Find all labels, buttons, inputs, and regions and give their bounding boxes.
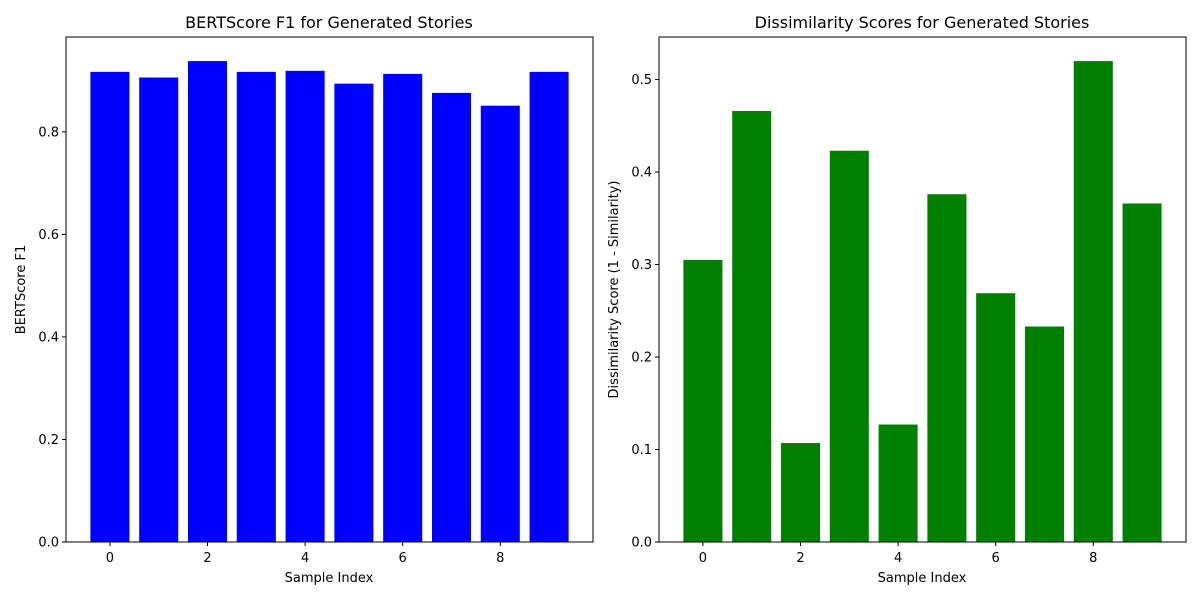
bar-1	[732, 110, 772, 543]
bar-9	[529, 71, 569, 543]
bars-group	[90, 61, 569, 543]
bar-5	[927, 194, 967, 543]
bar-6	[383, 73, 423, 542]
bar-8	[480, 105, 520, 542]
bar-5	[334, 83, 374, 543]
x-tick-label: 6	[399, 551, 407, 566]
bar-2	[780, 443, 821, 542]
y-tick-label: 0.0	[38, 536, 59, 551]
x-tick-label: 2	[203, 551, 211, 566]
x-tick-label: 4	[301, 551, 309, 566]
chart-title: Dissimilarity Scores for Generated Stori…	[755, 13, 1090, 32]
y-tick-label: 0.4	[631, 166, 652, 181]
y-ticks: 0.0 0.1 0.2 0.3 0.4 0.5	[631, 73, 659, 551]
y-tick-label: 0.2	[631, 351, 652, 366]
bar-2	[187, 61, 228, 542]
bar-7	[1024, 326, 1065, 542]
bar-8	[1073, 61, 1113, 543]
bar-6	[976, 293, 1016, 542]
x-axis-label: Sample Index	[285, 571, 374, 586]
y-tick-label: 0.6	[38, 228, 59, 243]
bar-3	[829, 150, 869, 542]
y-tick-label: 0.0	[631, 536, 652, 551]
y-axis-label: BERTScore F1	[14, 245, 29, 334]
y-tick-label: 0.2	[38, 433, 59, 448]
y-tick-label: 0.1	[631, 443, 652, 458]
bar-4	[285, 70, 325, 542]
y-ticks: 0.0 0.2 0.4 0.6 0.8	[38, 125, 66, 551]
bar-7	[431, 92, 472, 542]
bar-1	[139, 77, 179, 542]
bar-9	[1122, 203, 1162, 543]
bar-3	[236, 71, 276, 543]
x-tick-label: 8	[1089, 551, 1097, 566]
dissimilarity-chart: Dissimilarity Scores for Generated Stori…	[607, 13, 1187, 586]
x-tick-label: 4	[894, 551, 902, 566]
axes-frame	[658, 36, 1187, 543]
bar-0	[683, 259, 723, 542]
y-tick-label: 0.8	[38, 125, 59, 140]
x-tick-label: 6	[992, 551, 1000, 566]
bertscore-chart: BERTScore F1 for Generated Stories 0 2 4 6 8…	[14, 13, 594, 586]
y-tick-label: 0.5	[631, 73, 652, 88]
x-tick-label: 8	[496, 551, 504, 566]
x-axis-label: Sample Index	[878, 571, 967, 586]
x-tick-label: 2	[796, 551, 804, 566]
y-tick-label: 0.3	[631, 258, 652, 273]
y-axis-label: Dissimilarity Score (1 - Similarity)	[607, 181, 622, 399]
axes-frame	[65, 36, 594, 543]
bars-group	[683, 61, 1162, 543]
x-tick-label: 0	[106, 551, 114, 566]
x-ticks: 0 2 4 6 8	[106, 542, 504, 566]
y-tick-label: 0.4	[38, 330, 59, 345]
chart-title: BERTScore F1 for Generated Stories	[185, 13, 473, 32]
bar-0	[90, 71, 130, 543]
x-ticks: 0 2 4 6 8	[699, 542, 1097, 566]
x-tick-label: 0	[699, 551, 707, 566]
bar-4	[878, 424, 918, 542]
